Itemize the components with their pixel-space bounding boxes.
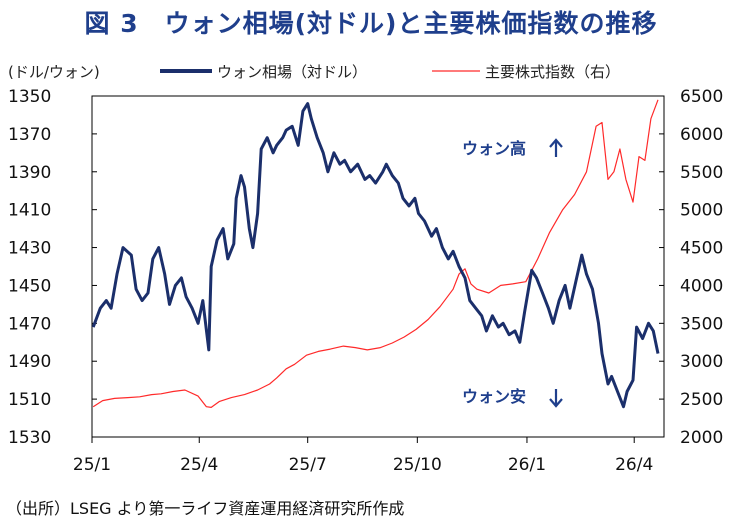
left-tick-label: 1430 [8,239,51,259]
annotation-down-label: ウォン安 [462,387,526,406]
arrow-up-icon [549,138,563,157]
right-tick-label: 5000 [680,201,723,221]
annotation-won-down: ウォン安 [462,387,563,408]
left-tick-label: 1510 [8,390,51,410]
right-tick-label: 2000 [680,428,723,448]
annotation-won-up: ウォン高 [462,138,563,158]
left-tick-label: 1370 [8,125,51,145]
series-layer [91,99,660,409]
right-tick-label: 3000 [680,352,723,372]
left-tick-label: 1390 [8,163,51,183]
chart-title: 図 3 ウォン相場(対ドル)と主要株価指数の推移 [84,9,658,38]
series-line-stock-index [92,99,659,408]
x-tick-label: 25/1 [73,455,111,475]
right-tick-label: 5500 [680,163,723,183]
legend-label-won: ウォン相場（対ドル） [217,63,367,81]
right-tick-label: 6000 [680,125,723,145]
x-tick-label: 25/10 [393,455,442,475]
left-tick-label: 1450 [8,276,51,296]
left-axis-ticks: 1350 1370 1390 1410 1430 1450 1470 1490 1510 1530 [8,87,97,448]
x-tick-label: 25/4 [180,455,218,475]
x-tick-label: 26/4 [615,455,653,475]
left-tick-label: 1530 [8,428,51,448]
arrow-down-icon [549,389,563,408]
annotations: ウォン高 ウォン安 [462,138,563,408]
plot-frame [91,95,665,438]
right-axis-ticks: 6500 6000 5500 5000 4500 4000 3500 3000 2500 2000 [659,87,723,448]
x-axis-ticks: 25/1 25/4 25/7 25/10 26/1 26/4 [73,437,653,475]
series-line-won [91,102,660,409]
axes [91,95,665,438]
left-tick-label: 1410 [8,201,51,221]
annotation-up-label: ウォン高 [462,139,526,158]
right-tick-label: 3500 [680,314,723,334]
left-axis-unit: (ドル/ウォン) [8,63,100,81]
x-tick-label: 25/7 [289,455,327,475]
right-tick-label: 4500 [680,239,723,259]
left-tick-label: 1350 [8,87,51,107]
left-tick-label: 1490 [8,352,51,372]
x-tick-label: 26/1 [508,455,546,475]
legend: (ドル/ウォン) ウォン相場（対ドル） 主要株式指数（右） [8,63,620,81]
right-tick-label: 6500 [680,87,723,107]
source-note: （出所）LSEG より第一ライフ資産運用経済研究所作成 [6,499,405,518]
left-tick-label: 1470 [8,314,51,334]
legend-label-index: 主要株式指数（右） [485,63,620,81]
right-tick-label: 4000 [680,276,723,296]
right-tick-label: 2500 [680,390,723,410]
